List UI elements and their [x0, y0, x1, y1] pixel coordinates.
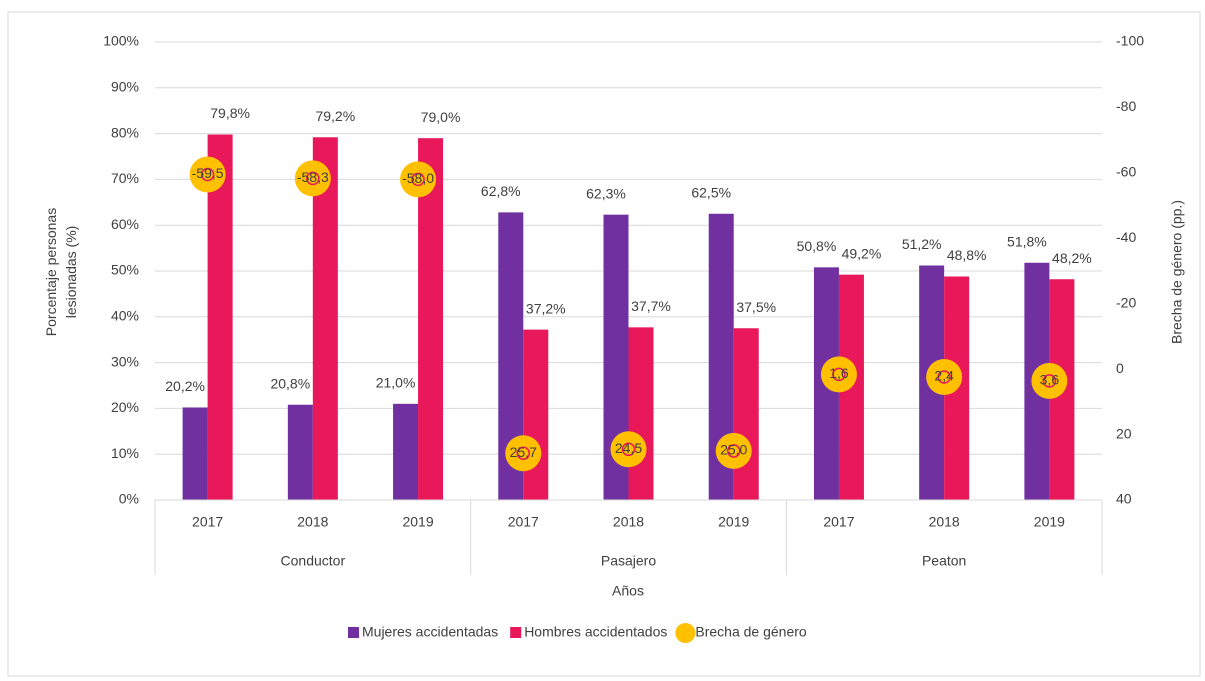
x-tick-label: 2019	[1034, 514, 1065, 530]
group-label: Peaton	[922, 553, 966, 569]
y-tick-label: 90%	[111, 79, 139, 95]
gap-marker	[1031, 362, 1068, 399]
gap-marker	[189, 156, 226, 193]
bar	[287, 404, 313, 500]
y-tick-label: 30%	[111, 353, 139, 369]
y2-axis-label: Brecha de género (pp.)	[1169, 200, 1185, 344]
data-label: 62,8%	[481, 183, 521, 199]
x-tick-label: 2017	[508, 514, 539, 530]
y2-tick-label: 20	[1116, 425, 1132, 441]
gap-marker	[294, 160, 331, 197]
data-label: 25,0	[720, 442, 747, 458]
gap-marker-inner	[411, 172, 425, 187]
y-tick-label: 100%	[103, 33, 139, 49]
legend-swatch	[510, 627, 522, 638]
legend-swatch	[348, 627, 359, 638]
data-label: 37,5%	[736, 299, 776, 315]
gap-marker-inner	[200, 167, 215, 182]
data-label: 3,6	[1040, 372, 1060, 388]
gap-marker	[926, 358, 963, 395]
data-label: 1,6	[829, 365, 849, 381]
data-label: 51,8%	[1007, 233, 1047, 249]
gap-marker-inner	[516, 446, 531, 460]
y-tick-label: 40%	[111, 308, 139, 324]
y2-tick-label: -20	[1116, 294, 1136, 310]
data-label: 21,0%	[376, 375, 416, 391]
gap-marker	[505, 435, 542, 472]
x-tick-label: 2017	[823, 514, 854, 530]
data-label: -59,5	[192, 165, 224, 181]
y-tick-label: 50%	[111, 262, 139, 278]
data-label: 48,2%	[1052, 250, 1092, 266]
gap-marker	[715, 432, 752, 469]
bar	[207, 134, 233, 501]
legend-swatch	[675, 623, 696, 643]
x-tick-label: 2018	[613, 514, 644, 530]
y-axis-label: Porcentaje personas lesionadas (%)	[43, 208, 79, 336]
data-label: -58,3	[297, 169, 329, 185]
bar	[733, 328, 759, 500]
y-tick-label: 0%	[119, 491, 139, 507]
data-label: 25,7	[510, 444, 537, 460]
bar	[393, 403, 419, 500]
legend-label: Mujeres accidentadas	[362, 624, 498, 640]
data-label: 20,2%	[165, 378, 205, 394]
data-label: -58,0	[402, 170, 434, 186]
bar	[418, 138, 444, 500]
y2-tick-label: -60	[1116, 164, 1136, 180]
gap-marker-inner	[937, 370, 951, 384]
bar	[182, 407, 208, 500]
bar	[628, 327, 654, 500]
gap-marker-inner	[621, 442, 636, 457]
y2-tick-label: -100	[1116, 33, 1144, 49]
data-label: 62,3%	[586, 185, 626, 201]
legend-label: Brecha de género	[695, 624, 807, 640]
y-tick-label: 10%	[111, 445, 139, 461]
bar	[312, 137, 338, 500]
group-label: Conductor	[281, 553, 346, 569]
data-label: 20,8%	[270, 375, 310, 391]
gap-marker-inner	[306, 171, 320, 186]
x-tick-label: 2019	[718, 514, 749, 530]
data-label: 24,5	[615, 440, 642, 456]
data-label: 37,2%	[526, 300, 566, 316]
data-label: 51,2%	[902, 236, 942, 252]
legend-label: Hombres accidentados	[524, 624, 667, 640]
y-tick-label: 20%	[111, 399, 139, 415]
data-label: 79,8%	[210, 105, 250, 121]
gap-marker	[400, 161, 437, 198]
group-label: Pasajero	[601, 553, 656, 569]
x-tick-label: 2017	[192, 514, 223, 530]
y2-tick-label: -80	[1116, 98, 1136, 114]
y-tick-label: 60%	[111, 216, 139, 232]
y-tick-label: 80%	[111, 124, 139, 140]
x-tick-label: 2018	[929, 514, 960, 530]
gap-marker	[610, 431, 647, 468]
data-label: 62,5%	[691, 184, 731, 200]
gap-marker-inner	[832, 367, 846, 382]
gap-marker	[820, 356, 857, 393]
y2-tick-label: -40	[1116, 229, 1136, 245]
data-label: 2,4	[934, 368, 954, 384]
bar	[523, 329, 549, 500]
gap-marker-inner	[726, 444, 741, 458]
y-tick-label: 70%	[111, 170, 139, 186]
y2-tick-label: 0	[1116, 360, 1124, 376]
gap-marker-inner	[1042, 374, 1057, 388]
data-label: 79,2%	[315, 108, 355, 124]
data-label: 49,2%	[842, 245, 882, 261]
data-label: 50,8%	[797, 238, 837, 254]
x-axis-label: Años	[612, 583, 644, 599]
data-label: 37,7%	[631, 298, 671, 314]
data-label: 48,8%	[947, 247, 987, 263]
x-tick-label: 2019	[402, 514, 433, 530]
data-label: 79,0%	[421, 109, 461, 125]
y2-tick-label: 40	[1116, 491, 1132, 507]
x-tick-label: 2018	[297, 514, 328, 530]
